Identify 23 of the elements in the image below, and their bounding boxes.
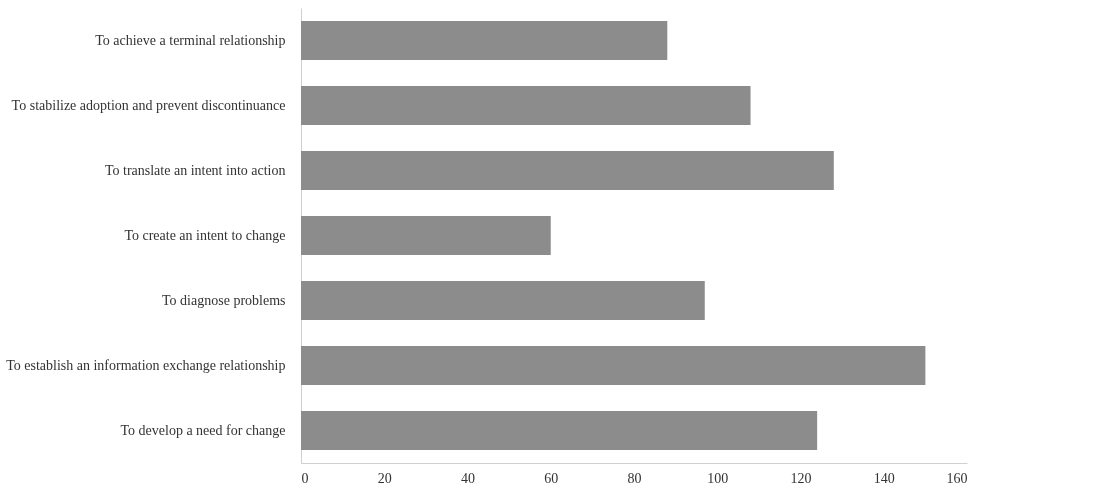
x-tick-label: 160 [946,470,968,486]
x-tick-label: 40 [461,470,475,486]
bar [301,281,705,320]
x-tick-label: 140 [873,470,895,486]
bar [301,346,926,385]
y-tick-label: To diagnose problems [162,292,286,308]
x-tick-label: 100 [707,470,729,486]
bar [301,21,668,60]
y-tick-label: To achieve a terminal relationship [95,32,286,48]
x-tick-label: 0 [301,470,309,486]
bar [301,216,551,255]
bar [301,411,818,450]
y-tick-label: To stabilize adoption and prevent discontinuance [11,97,286,113]
y-tick-label: To establish an information exchange relationship [6,357,286,373]
bar [301,86,751,125]
x-tick-label: 20 [377,470,392,486]
x-tick-label: 80 [627,470,642,486]
y-tick-label: To develop a need for change [120,422,286,438]
bar [301,151,834,190]
y-tick-label: To create an intent to change [124,227,286,243]
y-tick-label: To translate an intent into action [104,162,286,178]
x-tick-label: 120 [790,470,812,486]
x-tick-label: 60 [544,470,559,486]
